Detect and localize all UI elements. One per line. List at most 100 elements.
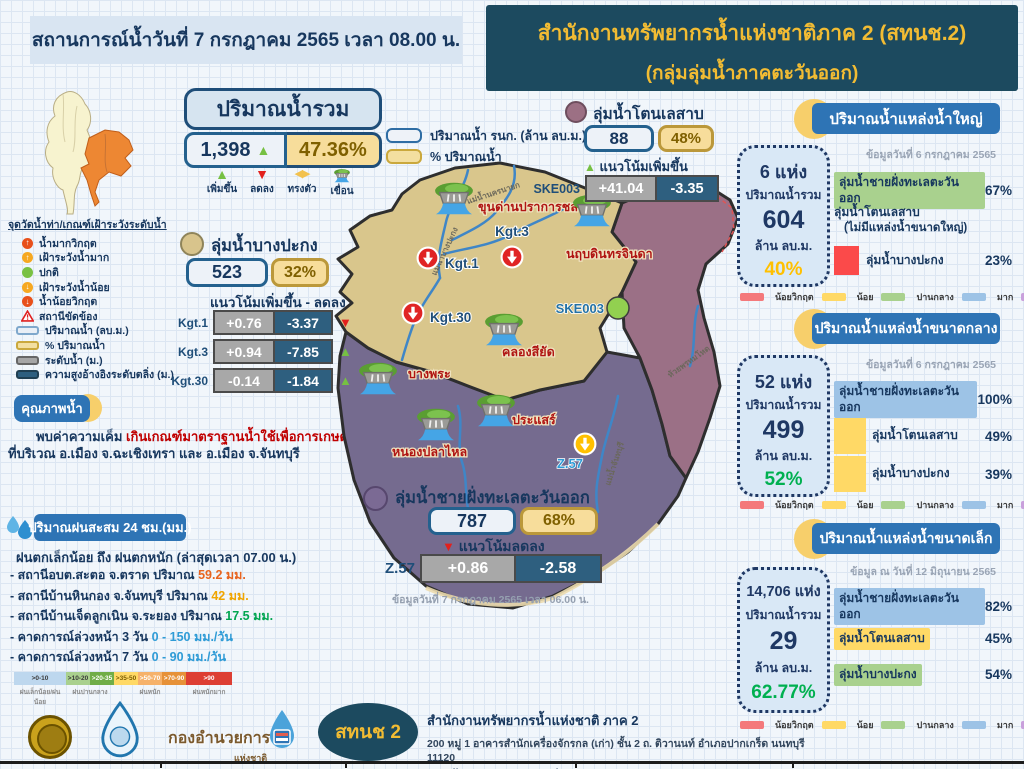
panel-medium-summary: 52 แห่ง ปริมาณน้ำรวม 499 ล้าน ลบ.ม. 52%: [737, 355, 830, 497]
border-dashed-line: [705, 187, 735, 253]
scale-seg: >90: [186, 672, 232, 685]
bangpakong-values: 523 32%: [186, 258, 329, 287]
org-title-line1: สำนักงานทรัพยากรน้ำแห่งชาติภาค 2 (สทนช.2…: [537, 22, 967, 45]
percent-box-label: % ปริมาณน้ำ: [430, 149, 502, 164]
panel-small-header: ปริมาณน้ำแหล่งน้ำขนาดเล็ก: [812, 523, 1000, 554]
scale-seg: >70-90: [162, 672, 186, 685]
scale-seg: >0-10: [14, 672, 66, 685]
ondn-logo-graphic: [270, 710, 294, 748]
panel-large-date: ข้อมูลวันที่ 6 กรกฎาคม 2565: [865, 149, 996, 161]
tonlesap-color-dot: [565, 101, 587, 123]
eastcoast-trend: ▼ แนวโน้มลดลง: [442, 538, 545, 554]
total-percent-box: 47.36%: [286, 132, 382, 168]
panel-small-date: ข้อมูล ณ วันที่ 12 มิถุนายน 2565: [850, 566, 996, 578]
rain-panel-header: ปริมาณฝนสะสม 24 ชม.(มม.): [28, 514, 192, 541]
total-water-values: 1,398 ▲ 47.36%: [184, 132, 382, 168]
situation-date-text: สถานการณ์น้ำวันที่ 7 กรกฎาคม 2565 เวลา 0…: [31, 30, 461, 51]
dam-label: หนองปลาไหล: [392, 444, 467, 459]
eastcoast-station-row: Z.57 +0.86 -2.58: [360, 554, 602, 583]
basin-bar-row: ลุ่มน้ำบางปะกง 54%: [834, 664, 1012, 686]
trend-arrow-icon: ▲: [339, 373, 352, 388]
station-row: Kgt.1 +0.76 -3.37 ▼: [168, 310, 352, 335]
basin-bar-row: ลุ่มน้ำชายฝั่งทะเลตะวันออก 82%: [834, 588, 1012, 626]
station-label: SKE003: [556, 301, 604, 316]
station-row: Kgt.30 -0.14 -1.84 ▲: [168, 368, 352, 393]
watch-low-icon: ↓: [22, 281, 33, 293]
station-status-legend: จุดวัดน้ำท่า/เกณฑ์เฝ้าระวังระดับน้ำ ↑ น้ำ…: [8, 216, 188, 382]
dam-label: คลองสียัด: [502, 345, 555, 359]
trend-arrow-icon: ▼: [339, 315, 352, 330]
summary-percent: 62.77%: [751, 682, 816, 703]
total-percent-value: 47.36%: [298, 138, 367, 161]
basin-bar-row: ลุ่มน้ำชายฝั่งทะเลตะวันออก 100%: [834, 381, 1012, 419]
tonlesap-trend: ▲ แนวโน้มเพิ่มขึ้น: [584, 159, 688, 174]
basin-bar-row: ลุ่มน้ำโตนเลสาบ 45%: [834, 628, 1012, 650]
rain-item: - สถานีบ้านหินกอง จ.จันทบุรี ปริมาณ 42 ม…: [10, 588, 249, 603]
station-marker-down-red: [401, 301, 425, 325]
quality-lead: พบค่าความเค็ม: [36, 429, 127, 444]
station-label: Z.57: [557, 456, 583, 471]
rain-subtitle: ฝนตกเล็กน้อย ถึง ฝนตกหนัก (ล่าสุดเวลา 07…: [16, 550, 297, 565]
bangpakong-name: ลุ่มน้ำบางปะกง: [211, 237, 318, 255]
footer-email: E-mail : onwr2@onwr.go.th: [427, 767, 817, 769]
basin-bar-row: ลุ่มน้ำบางปะกง 39%: [834, 456, 1012, 492]
level-chip: [16, 355, 39, 365]
dam-label: นฤบดินทรจินดา: [566, 247, 653, 261]
eastcoast-name: ลุ่มน้ำชายฝั่งทะเลตะวันออก: [395, 489, 590, 507]
up-triangle-icon: ▲: [256, 142, 271, 158]
rain-item: - คาดการณ์ล่วงหน้า 3 วัน 0 - 150 มม./วัน: [10, 629, 233, 644]
tonlesap-volume: 88: [609, 128, 629, 148]
scale-seg: >35-50: [114, 672, 138, 685]
volume-chip: [16, 326, 39, 336]
scale-seg: >50-70: [138, 672, 162, 685]
tonlesap-station-row: SKE003 +41.04 -3.35: [528, 175, 719, 202]
raindrops-icon: [7, 516, 32, 539]
total-volume-box: 1,398 ▲: [184, 132, 287, 168]
eastcoast-percent: 68%: [542, 512, 576, 529]
eastcoast-volume: 787: [456, 510, 488, 531]
panel-medium-header: ปริมาณน้ำแหล่งน้ำขนาดกลาง: [812, 313, 1000, 344]
org-title-banner: สำนักงานทรัพยากรน้ำแห่งชาติภาค 2 (สทนช.2…: [486, 5, 1018, 91]
critical-high-icon: ↑: [22, 237, 33, 249]
station-legend-title: จุดวัดน้ำท่า/เกณฑ์เฝ้าระวังระดับน้ำ: [8, 219, 167, 231]
panel-large-summary: 6 แห่ง ปริมาณน้ำรวม 604 ล้าน ลบ.ม. 40%: [737, 145, 830, 287]
status-color-legend: น้อยวิกฤต น้อย ปานกลาง มาก มากวิกฤต: [740, 290, 1024, 304]
bottom-ruler: [0, 761, 1024, 764]
footer-address-line: 200 หมู่ 1 อาคารสำนักเครื่องจักรกล (เก่า…: [427, 738, 805, 764]
steady-arrows-icon: ◀▶: [294, 168, 311, 180]
rain-item: - สถานีบ้านเจ็ดลูกเนิน จ.ระยอง ปริมาณ 17…: [10, 609, 274, 623]
tonlesap-percent: 48%: [670, 130, 702, 147]
water-quality-text: พบค่าความเค็ม เกินเกณฑ์มาตราฐานน้ำใช้เพื…: [8, 428, 356, 462]
station-label: Kgt.30: [430, 310, 471, 325]
basin-map: แม่น้ำนครนายก แม่น้ำบางปะกง ห้วยพรหมโหด …: [334, 161, 740, 610]
panel-medium-date: ข้อมูลวันที่ 6 กรกฎาคม 2565: [865, 359, 996, 371]
trend-down-label: ลดลง: [250, 184, 274, 195]
ruler-tick: [160, 761, 162, 768]
summary-percent: 40%: [764, 259, 803, 280]
rain-intensity-scale: >0-10 >10-20 >20-35 >35-50 >50-70 >70-90…: [14, 672, 232, 685]
basin-color-block: [834, 246, 859, 275]
trend-arrow-icon: ▼: [442, 539, 455, 554]
site-count: 52 แห่ง: [754, 372, 813, 392]
basin-bar-row: ลุ่มน้ำโตนเลสาบ (ไม่มีแหล่งน้ำขนาดใหญ่): [834, 205, 968, 234]
trend-legend: ▲ เพิ่มขึ้น ▼ ลดลง ◀▶ ทรงตัว เขื่อน: [205, 166, 359, 199]
down-triangle-icon: ▼: [255, 166, 269, 182]
province-line: [62, 93, 66, 143]
coastline: [425, 522, 660, 607]
watch-high-icon: ↑: [22, 252, 33, 264]
dam-label: บางพระ: [408, 367, 451, 381]
percent-chip: [16, 340, 39, 350]
east-region-highlight: [80, 129, 134, 207]
rain-report-list: - สถานีอบต.สะตอ จ.ตราด ปริมาณ 59.2 มม. -…: [10, 565, 273, 668]
trend-up-label: เพิ่มขึ้น: [206, 184, 238, 195]
ruler-tick: [792, 761, 794, 768]
ruler-tick: [575, 761, 577, 768]
tonlesap-values: 88 48%: [584, 125, 714, 152]
total-water-title-text: ปริมาณน้ำรวม: [216, 97, 350, 121]
site-count: 14,706 แห่ง: [746, 584, 821, 600]
volume-box-label: ปริมาณน้ำ รนก. (ล้าน ลบ.ม.): [430, 128, 587, 143]
ruler-tick: [345, 761, 347, 768]
status-color-legend: น้อยวิกฤต น้อย ปานกลาง มาก มากวิกฤต: [740, 718, 1024, 732]
up-triangle-icon: ▲: [215, 166, 229, 182]
